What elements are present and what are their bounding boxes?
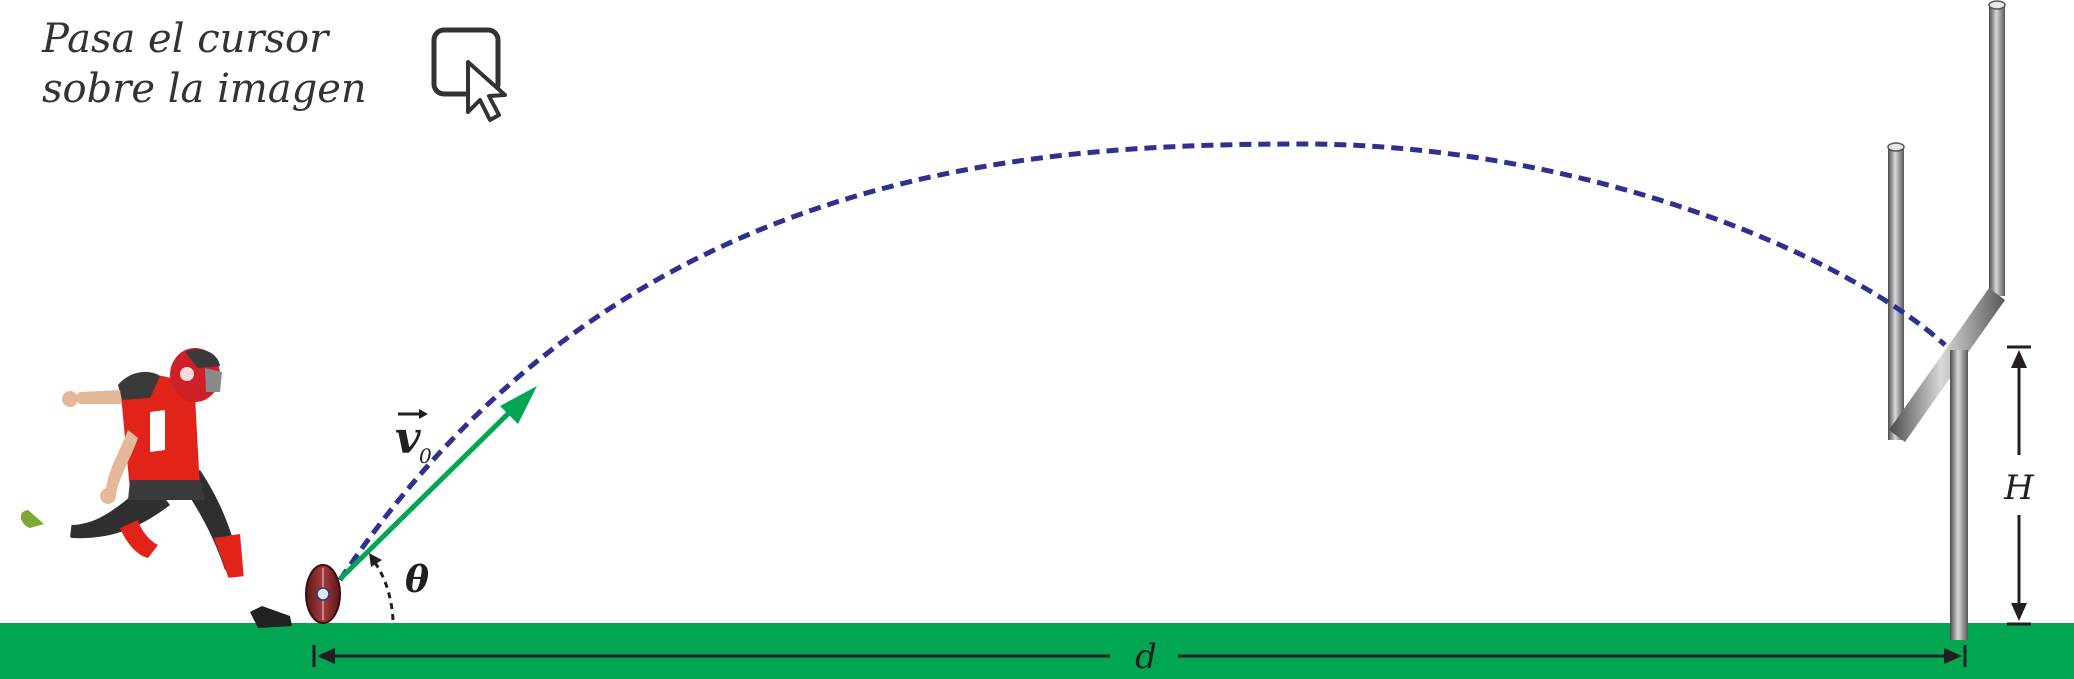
hover-hint-line-1: Pasa el cursor <box>42 16 329 62</box>
angle-label: θ <box>405 559 429 601</box>
hover-hint: Pasa el cursor sobre la imagen <box>42 14 442 114</box>
goalpost-icon <box>1887 0 2006 640</box>
height-label: H <box>2003 468 2035 508</box>
velocity-vector <box>338 400 522 581</box>
velocity-label: v 0 <box>395 409 432 468</box>
distance-dimension <box>312 645 1967 667</box>
kicker-player-icon <box>20 348 292 628</box>
hover-cursor-icon <box>431 27 507 122</box>
velocity-subscript: 0 <box>419 444 432 468</box>
distance-label: d <box>1135 637 1157 677</box>
velocity-arrowhead <box>500 386 537 424</box>
hover-hint-line-2: sobre la imagen <box>42 66 367 112</box>
angle-arc <box>371 559 395 621</box>
height-dimension <box>2007 345 2031 626</box>
velocity-symbol: v <box>395 413 421 464</box>
ground <box>0 623 2074 679</box>
football-icon <box>305 564 341 624</box>
trajectory-path <box>337 141 1947 582</box>
